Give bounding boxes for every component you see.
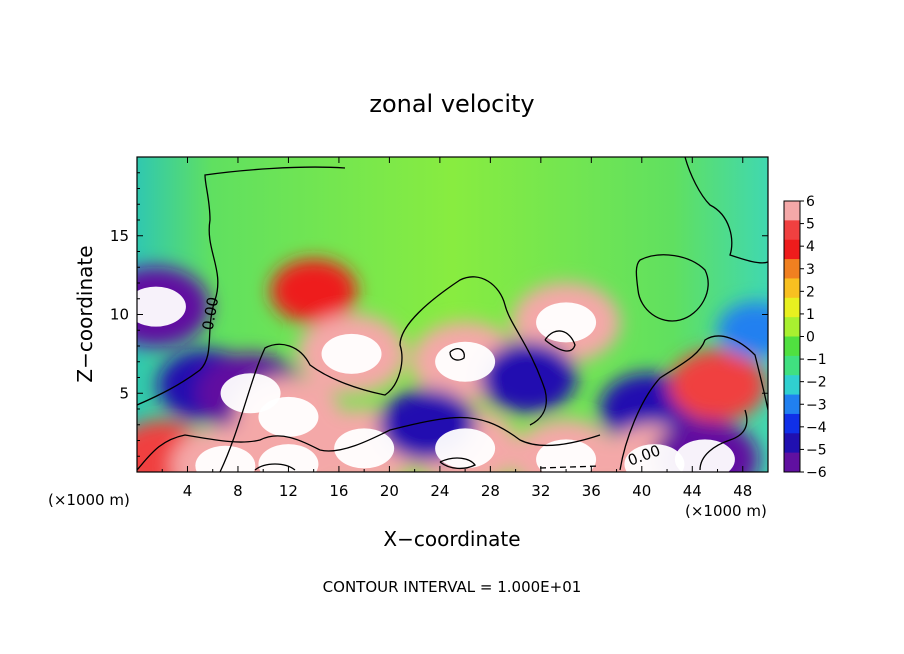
colorbar-segment xyxy=(784,336,800,357)
x-tick-label: 36 xyxy=(582,482,601,500)
contour-line xyxy=(137,166,346,406)
field-core xyxy=(536,439,597,472)
colorbar-tick-label: −5 xyxy=(806,442,827,458)
field-core xyxy=(258,444,319,472)
colorbar-tick-label: −1 xyxy=(806,352,827,368)
colorbar-tick-label: −2 xyxy=(806,375,827,391)
x-tick-label: 40 xyxy=(632,482,651,500)
x-axis-label: X−coordinate xyxy=(383,527,520,551)
contour-line xyxy=(619,335,768,471)
field-core xyxy=(435,341,496,382)
x-tick-label: 16 xyxy=(329,482,348,500)
x-tick-label: 4 xyxy=(183,482,193,500)
field-core xyxy=(624,444,685,472)
colorbar-segment xyxy=(784,452,800,473)
field-core xyxy=(536,302,597,343)
colorbar-segment xyxy=(784,278,800,299)
colorbar-tick-label: 1 xyxy=(806,307,815,323)
colorbar-segment xyxy=(784,413,800,434)
colorbar-segment xyxy=(784,220,800,241)
x-tick-label: 28 xyxy=(481,482,500,500)
x-tick-label: 8 xyxy=(233,482,243,500)
contour-line xyxy=(635,254,709,322)
field-region xyxy=(270,258,357,323)
colorbar-tick-label: 0 xyxy=(806,330,815,346)
contour-line xyxy=(544,330,576,352)
x-tick-label: 48 xyxy=(733,482,752,500)
chart-title: zonal velocity xyxy=(369,90,534,118)
plot-area: 0.00 0.00 xyxy=(137,157,768,472)
y-axis-label: Z−coordinate xyxy=(73,245,97,382)
contour-line xyxy=(449,348,465,361)
colorbar-tick-label: 6 xyxy=(806,194,815,210)
field-core xyxy=(137,286,186,327)
y-tick-label: 15 xyxy=(110,227,129,245)
colorbar-tick-label: 3 xyxy=(806,262,815,278)
field-core xyxy=(195,445,256,472)
field-core xyxy=(435,428,496,469)
field-core xyxy=(258,396,319,437)
field-core xyxy=(334,428,395,469)
field-region xyxy=(668,349,767,422)
colorbar-segment xyxy=(784,394,800,415)
field-core xyxy=(674,439,735,472)
colorbar-tick-label: 5 xyxy=(806,217,815,233)
contour-line xyxy=(137,416,601,471)
x-tick-label: 32 xyxy=(531,482,550,500)
contour-line xyxy=(699,409,748,471)
colorbar-segment xyxy=(784,259,800,279)
colorbar-tick-label: 4 xyxy=(806,239,815,255)
contour-line xyxy=(254,463,296,471)
colorbar-segment xyxy=(784,201,800,221)
x-tick-label: 20 xyxy=(380,482,399,500)
colorbar: 6 5 4 3 2 1 0 −1 −2 −3 −4 −5 −6 xyxy=(783,194,827,481)
contour-line xyxy=(219,276,547,472)
y-tick-label: 5 xyxy=(119,384,129,402)
colorbar-segment xyxy=(784,433,800,454)
field-core xyxy=(220,373,281,414)
colorbar-segment xyxy=(784,317,800,337)
contour-interval-footer: CONTOUR INTERVAL = 1.000E+01 xyxy=(323,578,582,596)
field-region xyxy=(717,302,768,359)
colorbar-tick-label: −6 xyxy=(806,465,827,481)
colorbar-segment xyxy=(784,355,800,376)
x-tick-label: 12 xyxy=(279,482,298,500)
contour-line xyxy=(439,457,476,470)
contour-line xyxy=(539,465,601,469)
y-tick-label: 10 xyxy=(110,306,129,324)
field-region xyxy=(479,341,577,414)
colorbar-segment xyxy=(784,375,800,396)
x-tick-label: 24 xyxy=(430,482,449,500)
colorbar-tick-label: 2 xyxy=(806,284,815,300)
colorbar-segment xyxy=(784,297,800,318)
x-unit-label-left: (×1000 m) xyxy=(48,491,130,509)
contour-label: 0.00 xyxy=(199,296,223,332)
contour-line xyxy=(684,157,768,264)
colorbar-tick-label: −3 xyxy=(806,397,827,413)
field-core xyxy=(321,333,382,374)
colorbar-tick-label: −4 xyxy=(806,420,827,436)
colorbar-segment xyxy=(784,239,800,260)
x-tick-label: 44 xyxy=(683,482,702,500)
x-unit-label-right: (×1000 m) xyxy=(685,502,767,520)
